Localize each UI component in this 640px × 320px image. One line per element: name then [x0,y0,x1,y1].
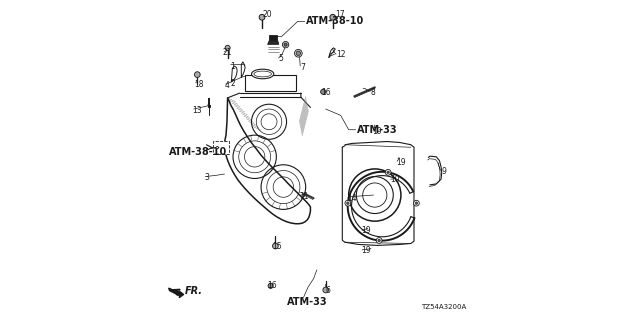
Circle shape [225,45,230,50]
Bar [213,141,229,154]
Text: TZ54A3200A: TZ54A3200A [420,304,466,310]
Text: 15: 15 [272,242,282,251]
Circle shape [415,202,418,204]
Text: 13: 13 [193,106,202,115]
Text: 14: 14 [347,194,356,203]
Text: 18: 18 [194,80,204,89]
Polygon shape [216,146,219,149]
Circle shape [387,171,389,173]
Circle shape [347,202,349,204]
Text: 20: 20 [262,10,271,19]
Circle shape [284,43,287,46]
Circle shape [378,239,380,242]
Text: 19: 19 [372,127,382,136]
Circle shape [376,238,382,243]
Circle shape [282,42,289,48]
Circle shape [195,72,200,77]
Text: 4: 4 [225,81,229,90]
Text: ATM-33: ATM-33 [356,125,397,135]
Circle shape [330,14,335,20]
Polygon shape [169,288,184,298]
Bar [245,75,296,91]
Text: 6: 6 [326,286,331,295]
Text: ATM-38-10: ATM-38-10 [306,16,364,27]
Circle shape [413,200,419,206]
Circle shape [259,14,265,20]
Text: 1: 1 [230,61,235,70]
Polygon shape [268,41,278,44]
Circle shape [345,200,351,206]
Circle shape [385,170,391,175]
Text: 16: 16 [321,88,331,97]
Text: 19: 19 [362,226,371,235]
Text: 17: 17 [335,10,345,19]
Text: FR.: FR. [184,286,203,296]
Circle shape [268,283,273,288]
Text: 12: 12 [336,50,346,59]
Text: 5: 5 [278,53,283,62]
Text: 10: 10 [390,175,400,184]
Text: 21: 21 [223,48,232,57]
Text: 7: 7 [300,63,305,72]
Text: 19: 19 [362,246,371,255]
Text: 16: 16 [268,281,277,290]
Polygon shape [269,35,277,40]
Circle shape [273,243,278,249]
Text: 3: 3 [205,173,209,182]
Text: 19: 19 [396,158,406,167]
Circle shape [296,51,301,55]
Text: 8: 8 [371,88,375,97]
Text: ATM-38-10: ATM-38-10 [169,147,227,157]
Circle shape [294,50,302,57]
Ellipse shape [252,69,274,79]
Text: ATM-33: ATM-33 [287,297,327,307]
Text: 9: 9 [441,167,446,176]
Circle shape [321,89,326,94]
Circle shape [323,287,328,293]
Text: 11: 11 [300,192,308,201]
Ellipse shape [254,71,271,77]
Text: 2: 2 [230,79,235,88]
